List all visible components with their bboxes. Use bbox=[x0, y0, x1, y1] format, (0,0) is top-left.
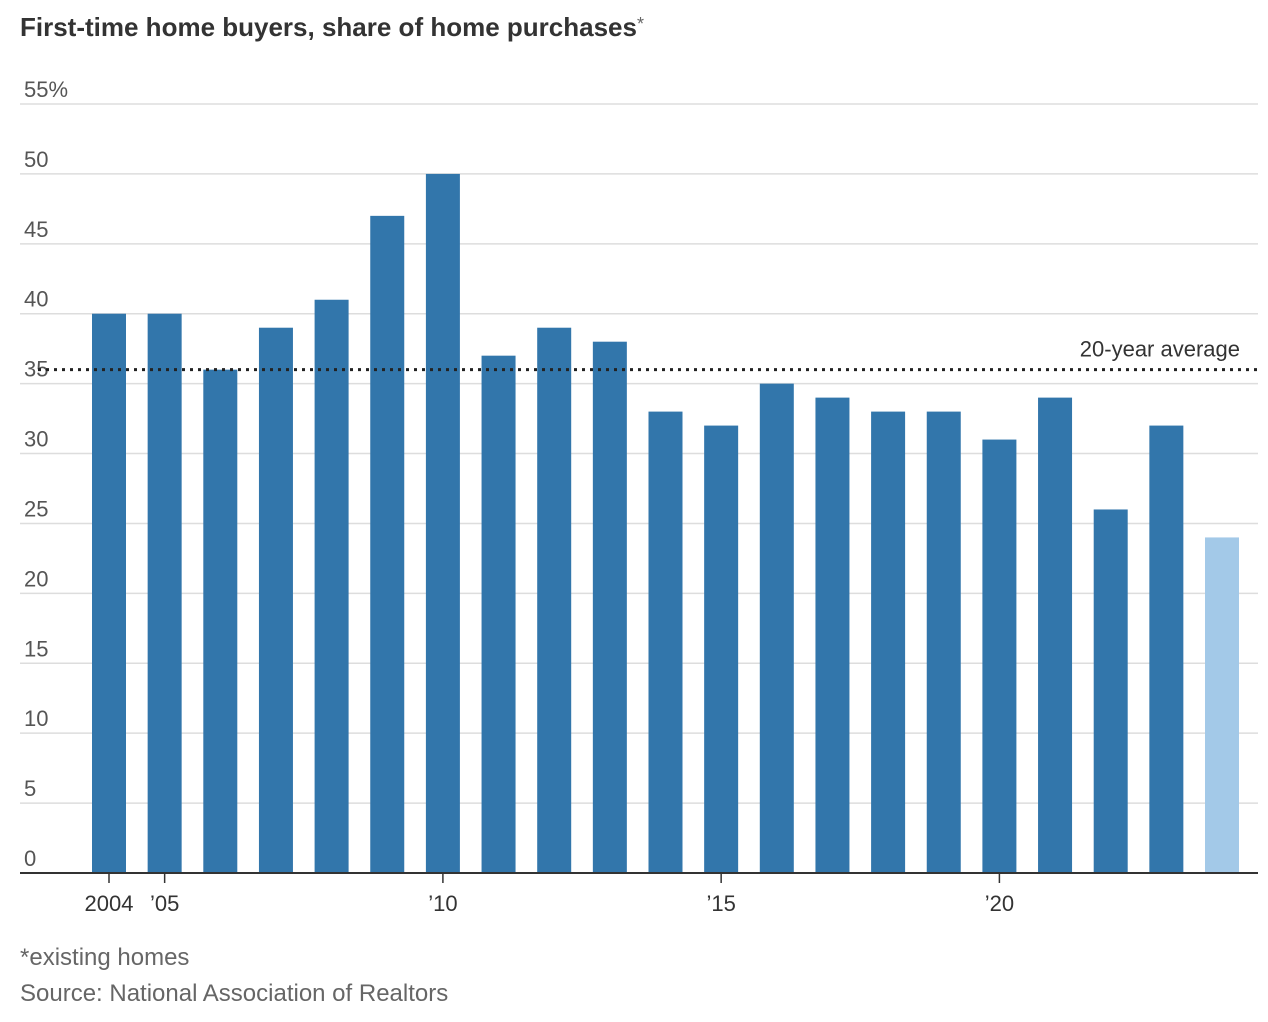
bar-2019 bbox=[926, 411, 961, 873]
y-tick-label: 20 bbox=[24, 566, 48, 591]
bar-2018 bbox=[871, 411, 906, 873]
y-tick-label: 40 bbox=[24, 287, 48, 312]
y-tick-label: 55% bbox=[24, 77, 68, 102]
chart-title-text: First-time home buyers, share of home pu… bbox=[20, 12, 637, 42]
bar-2007 bbox=[258, 327, 293, 873]
y-tick-label: 50 bbox=[24, 147, 48, 172]
bar-2006 bbox=[203, 369, 238, 873]
y-axis-labels: 0 5 10 15 20 25 30 35 40 45 50 55% bbox=[24, 77, 68, 871]
bar-2021 bbox=[1038, 397, 1073, 873]
bar-2012 bbox=[537, 327, 572, 873]
x-tick-label: ’15 bbox=[706, 891, 735, 916]
y-tick-label: 35 bbox=[24, 357, 48, 382]
x-tick-label: ’05 bbox=[150, 891, 179, 916]
chart-title: First-time home buyers, share of home pu… bbox=[20, 12, 644, 43]
y-tick-label: 45 bbox=[24, 217, 48, 242]
bar-2013 bbox=[592, 341, 627, 873]
source-note: Source: National Association of Realtors bbox=[20, 980, 449, 1007]
x-tick-label: 2004 bbox=[85, 891, 134, 916]
bar-2020 bbox=[982, 439, 1017, 873]
bar-2017 bbox=[815, 397, 850, 873]
bar-2016 bbox=[759, 383, 794, 873]
x-tick-label: ’20 bbox=[985, 891, 1014, 916]
bar-2010 bbox=[425, 173, 460, 874]
bar-2004 bbox=[92, 313, 126, 873]
x-tick-label: ’10 bbox=[428, 891, 457, 916]
bar-2014 bbox=[648, 411, 683, 873]
bar-2024 bbox=[1205, 537, 1239, 873]
average-reference-label: 20-year average bbox=[1080, 337, 1240, 362]
bar-2015 bbox=[704, 425, 739, 873]
y-tick-label: 10 bbox=[24, 706, 48, 731]
y-tick-label: 30 bbox=[24, 427, 48, 452]
footnote: *existing homes bbox=[20, 944, 190, 971]
bar-2008 bbox=[314, 299, 349, 873]
y-tick-label: 5 bbox=[24, 776, 36, 801]
bar-2022 bbox=[1093, 509, 1128, 873]
x-axis: 2004 ’05 ’10 ’15 ’20 bbox=[20, 872, 1258, 916]
bars bbox=[92, 173, 1239, 874]
bar-2009 bbox=[370, 215, 405, 873]
bar-2023 bbox=[1149, 425, 1184, 873]
y-tick-label: 25 bbox=[24, 496, 48, 521]
bar-2005 bbox=[147, 313, 182, 873]
title-footnote-marker: * bbox=[636, 14, 644, 34]
y-tick-label: 15 bbox=[24, 636, 48, 661]
bar-2011 bbox=[481, 355, 516, 873]
reference-line-group: 20-year average bbox=[38, 337, 1258, 372]
y-tick-label: 0 bbox=[24, 846, 36, 871]
